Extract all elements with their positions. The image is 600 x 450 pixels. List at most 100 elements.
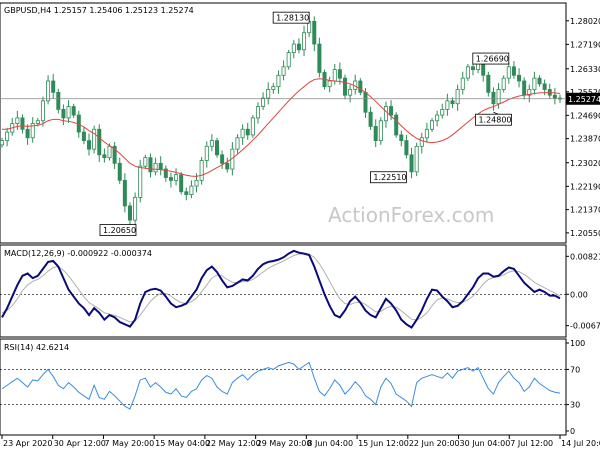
candle	[61, 104, 66, 125]
candle-body	[440, 108, 445, 116]
candle-body	[312, 20, 317, 45]
candle-body	[394, 114, 399, 136]
candle-body	[117, 162, 122, 181]
price-y-tick-label: 1.25520	[570, 88, 600, 97]
macd-main-line	[1, 249, 561, 329]
candle-body	[342, 77, 347, 96]
candle-body	[368, 111, 373, 127]
candle-body	[276, 74, 281, 88]
candle	[189, 180, 194, 199]
price-y-tick-label: 1.20550	[570, 229, 600, 238]
candle-body	[455, 89, 460, 105]
candle	[102, 148, 107, 163]
annotation-box	[475, 113, 512, 126]
candle	[56, 88, 61, 114]
annotation-label: 1.24800	[478, 116, 511, 125]
candle-body	[30, 123, 35, 139]
candle-body	[5, 131, 10, 142]
annotation-box	[272, 11, 310, 24]
annotation-box	[370, 171, 407, 184]
candle-body	[250, 117, 255, 136]
candle	[112, 142, 117, 170]
candle	[143, 154, 148, 170]
x-tick-label: 30 Apr 12:00	[54, 439, 106, 448]
x-tick-label: 15 May 04:00	[155, 439, 210, 448]
candle-body	[522, 80, 527, 96]
candle-body	[35, 120, 40, 124]
candle-body	[235, 137, 240, 150]
candle-body	[532, 77, 537, 90]
candle-body	[291, 43, 296, 53]
candle-body	[81, 131, 86, 142]
price-moving-average	[2, 78, 561, 177]
x-axis: 23 Apr 2020 30 Apr 12:007 May 20:00 15 May…	[1, 435, 600, 448]
candle	[0, 137, 4, 148]
candle-body	[527, 89, 532, 96]
candle	[235, 134, 240, 154]
candle	[40, 96, 45, 127]
candle-body	[158, 162, 163, 170]
macd-lines	[0, 249, 566, 329]
candle	[87, 133, 92, 156]
candle-body	[450, 100, 455, 105]
candle	[460, 71, 465, 95]
candle	[133, 192, 138, 228]
candle-body	[61, 108, 66, 119]
candle-body	[373, 126, 378, 142]
price-y-tick-label: 1.28020	[570, 17, 600, 26]
candle-body	[389, 106, 394, 116]
candle	[532, 71, 537, 95]
candle	[440, 103, 445, 119]
candle	[220, 150, 225, 170]
rsi-panel-frame	[0, 338, 567, 436]
annotation-label: 1.26690	[476, 55, 509, 64]
candle	[117, 157, 122, 184]
candle-body	[302, 32, 307, 51]
price-candles	[0, 16, 563, 228]
annotation-label: 1.28130	[276, 14, 309, 23]
candle-body	[317, 43, 322, 73]
candle	[245, 122, 250, 140]
annotation-box	[472, 52, 510, 65]
candle	[358, 78, 363, 96]
moving-average-line	[2, 78, 561, 177]
candle	[302, 25, 307, 57]
candle-body	[20, 117, 25, 130]
candle-body	[66, 106, 71, 119]
x-tick-label: 15 Jun 12:00	[358, 439, 409, 448]
price-panel: GBPUSD,H4 1.25157 1.25406 1.25123 1.2527…	[0, 2, 600, 244]
macd-y-tick-label: -0.006796	[570, 322, 600, 331]
candle-body	[143, 157, 148, 167]
candle	[127, 202, 132, 225]
candle-body	[414, 145, 419, 173]
candle	[348, 84, 353, 103]
candle	[527, 84, 532, 103]
x-tick-label: 14 Jul 20:00	[561, 439, 600, 448]
candle	[174, 168, 179, 186]
x-tick-label: 8 Jun 04:00	[307, 439, 353, 448]
candle	[501, 75, 506, 93]
candle-body	[378, 120, 383, 142]
candle-body	[92, 128, 97, 150]
annotation-label: 1.20650	[103, 226, 136, 235]
candle-body	[112, 145, 117, 164]
candle-body	[15, 117, 20, 124]
candle	[81, 126, 86, 145]
candle-body	[56, 91, 61, 110]
candle-body	[496, 89, 501, 105]
candle-body	[25, 128, 30, 139]
candle-body	[102, 154, 107, 159]
candle	[404, 134, 409, 159]
candle-body	[0, 140, 4, 146]
candle	[66, 100, 71, 123]
candle	[71, 103, 76, 118]
candle	[470, 62, 475, 76]
price-y-tick-label: 1.26330	[570, 65, 600, 74]
candle-body	[348, 89, 353, 96]
candle-body	[491, 91, 496, 105]
candle	[122, 173, 127, 213]
candle	[168, 172, 173, 188]
candle-body	[501, 77, 506, 90]
price-y-tick-label: 1.27190	[570, 40, 600, 49]
